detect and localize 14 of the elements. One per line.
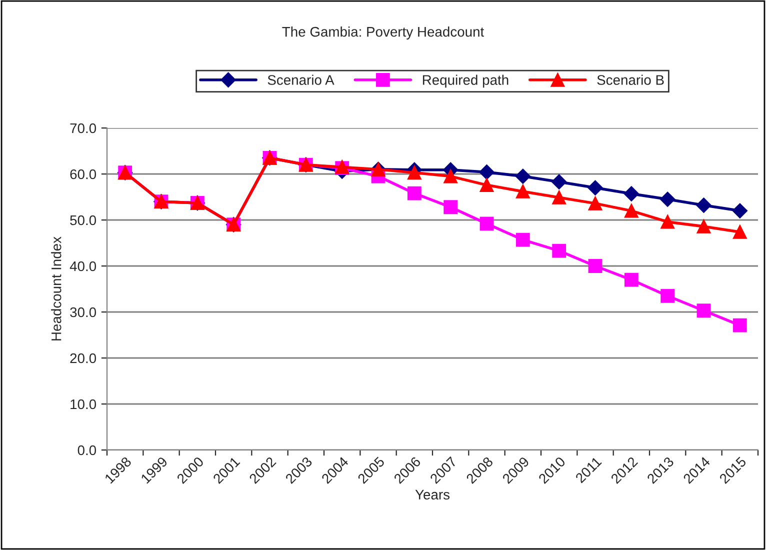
y-tick-label: 10.0: [70, 399, 96, 410]
x-axis-title: Years: [415, 490, 450, 500]
legend-label: Required path: [422, 74, 508, 88]
y-tick-label: 50.0: [70, 215, 96, 226]
y-tick-label: 30.0: [70, 307, 96, 318]
y-tick-label: 60.0: [70, 169, 96, 180]
legend-label: Scenario A: [268, 74, 334, 85]
y-tick-label: 70.0: [70, 123, 96, 134]
chart-title: The Gambia: Poverty Headcount: [282, 26, 484, 40]
y-tick-label: 20.0: [70, 353, 96, 364]
y-tick-label: 40.0: [70, 261, 96, 272]
legend-label: Scenario B: [597, 74, 664, 85]
y-tick-label: 0.0: [78, 445, 96, 456]
y-axis-title: Headcount Index: [51, 236, 62, 340]
